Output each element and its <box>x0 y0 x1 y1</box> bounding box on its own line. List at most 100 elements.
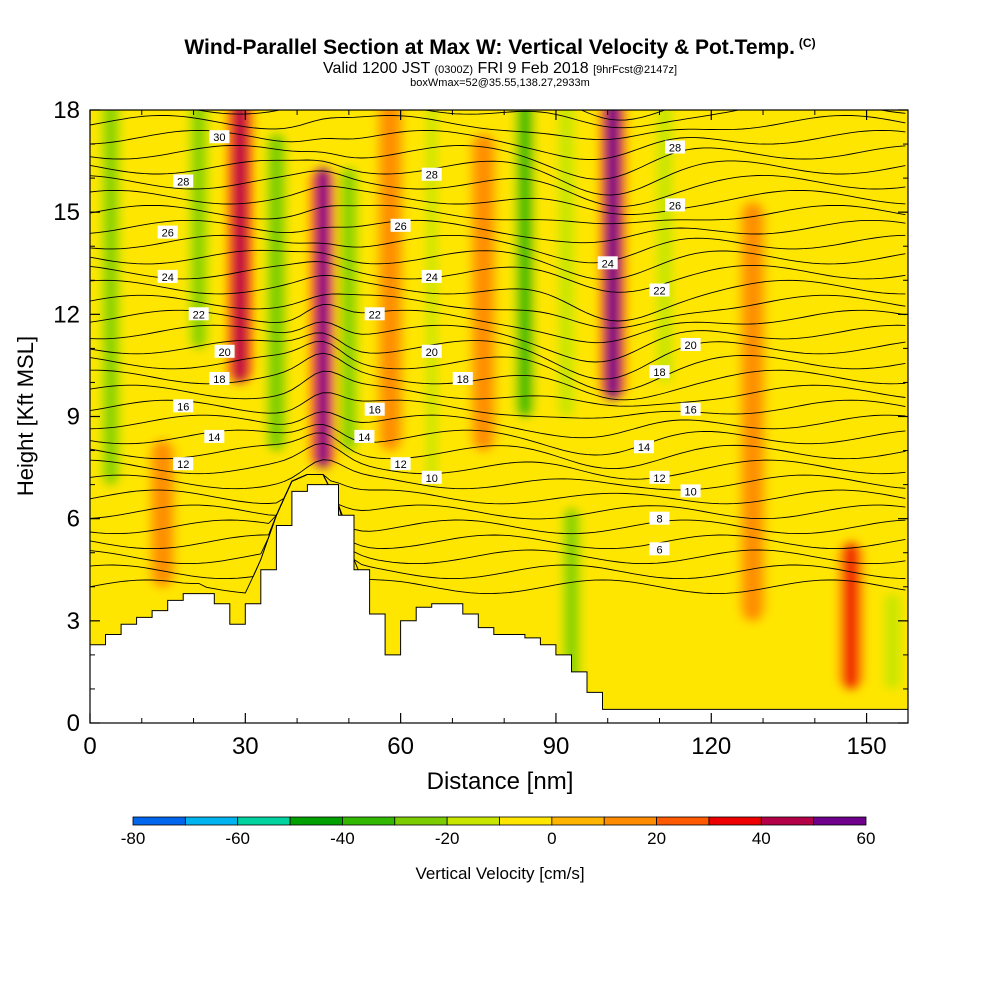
colorbar-segment <box>446 816 500 826</box>
contour-label-text: 14 <box>208 432 220 444</box>
theta-contour-31 <box>90 115 906 141</box>
contour-label-bg <box>680 484 701 498</box>
contour-label-14: 20 <box>421 344 442 359</box>
theta-contour-26 <box>90 185 906 215</box>
contour-label-bg <box>209 372 230 385</box>
theta-contour-29 <box>90 144 906 180</box>
colorbar-segment <box>237 816 291 826</box>
theta-contour-20 <box>90 274 906 322</box>
contour-label-text: 28 <box>426 170 438 182</box>
contour-label-bg <box>665 140 685 154</box>
contour-label-bg <box>680 402 701 416</box>
contour-labels: 30 28 26 24 22 20 18 16 14 12 28 26 24 22 20 18 16 14 12 10… <box>157 130 701 556</box>
contour-label-text: 8 <box>656 514 662 526</box>
w-streak-9-3 <box>477 134 489 451</box>
w-streak-4-3 <box>270 134 282 451</box>
contour-label-bg <box>364 307 385 321</box>
x-axis-label: Distance [nm] <box>427 768 574 795</box>
chart-title: Wind-Parallel Section at Max W: Vertical… <box>184 36 816 59</box>
theta-contour-16 <box>90 332 906 380</box>
contour-label-bg <box>421 344 442 358</box>
contour-label-20: 28 <box>665 140 685 155</box>
contour-label-text: 18 <box>213 374 225 386</box>
contour-label-0: 30 <box>209 130 230 144</box>
contour-label-10: 28 <box>421 167 442 182</box>
w-streak-11-3 <box>560 110 572 417</box>
contour-label-text: 16 <box>684 405 696 417</box>
contour-label-text: 20 <box>218 347 230 359</box>
contour-label-bg <box>649 365 670 379</box>
colorbar-segment <box>551 816 605 826</box>
contour-label-5: 20 <box>214 344 235 359</box>
y-tick-label: 18 <box>53 97 80 124</box>
theta-contour-22 <box>90 249 906 280</box>
theta-contour-21 <box>90 261 906 293</box>
contour-label-text: 22 <box>653 286 665 298</box>
theta-contour-28 <box>90 159 906 196</box>
colorbar-tick-label: 60 <box>857 829 876 848</box>
y-tick-label: 12 <box>53 301 80 328</box>
contour-label-21: 26 <box>665 198 685 212</box>
contour-label-text: 10 <box>684 486 696 498</box>
colorbar-label: Vertical Velocity [cm/s] <box>415 864 585 883</box>
contour-label-bg <box>173 174 194 188</box>
x-tick-label: 30 <box>232 733 259 760</box>
theta-contour-1 <box>90 473 906 580</box>
contour-label-17: 14 <box>354 429 375 444</box>
colorbar-tick-label: 20 <box>647 829 666 848</box>
theta-contour-7 <box>90 459 906 491</box>
contour-label-24: 20 <box>680 338 701 352</box>
colorbar-tick-label: 0 <box>547 829 556 848</box>
contour-label-bg <box>634 440 654 454</box>
contour-label-text: 22 <box>369 309 381 321</box>
theta-contour-4 <box>90 473 906 535</box>
contour-label-bg <box>665 198 685 212</box>
theta-contour-6 <box>90 473 906 505</box>
theta-contour-12 <box>90 392 906 419</box>
colorbar-segment <box>184 816 239 826</box>
contour-label-text: 28 <box>669 143 681 155</box>
contour-label-bg <box>421 470 442 484</box>
colorbar-segment <box>603 816 657 826</box>
contour-label-bg <box>214 344 235 358</box>
contour-label-text: 20 <box>426 347 438 359</box>
contour-label-bg <box>390 218 411 232</box>
theta-contour-25 <box>90 204 906 225</box>
theta-contour-32 <box>195 110 906 129</box>
contour-label-4: 22 <box>188 307 209 321</box>
contour-label-text: 12 <box>177 459 189 471</box>
contour-label-19: 10 <box>421 470 442 485</box>
contour-label-18: 12 <box>390 457 411 471</box>
theta-contour-11 <box>90 411 906 439</box>
contour-label-text: 18 <box>653 367 665 379</box>
contour-label-bg <box>173 399 194 413</box>
contour-label-12: 24 <box>421 269 442 284</box>
contour-label-text: 18 <box>457 374 469 386</box>
contour-label-text: 14 <box>358 432 370 444</box>
theta-contour-15 <box>90 340 906 392</box>
contour-label-bg <box>452 372 473 385</box>
theta-contour-10 <box>90 423 906 456</box>
w-streak-17-3 <box>509 474 521 638</box>
contour-label-29: 10 <box>680 484 701 498</box>
contour-label-7: 16 <box>173 399 194 413</box>
copyright-mark: (C) <box>798 36 816 50</box>
contour-label-text: 6 <box>656 544 662 556</box>
y-axis-label: Height [Kft MSL] <box>13 336 38 496</box>
contour-label-bg <box>364 402 385 416</box>
contour-label-text: 28 <box>177 177 189 189</box>
contour-label-3: 24 <box>157 269 178 284</box>
contour-label-30: 8 <box>649 511 670 526</box>
contour-label-bg <box>680 338 701 351</box>
y-tick-label: 9 <box>67 404 80 431</box>
colorbar-segment <box>708 816 762 826</box>
contour-label-22: 24 <box>597 256 618 270</box>
contour-label-8: 14 <box>204 429 225 444</box>
contour-label-text: 20 <box>684 340 696 352</box>
y-tick-label: 3 <box>67 608 80 635</box>
theta-contours <box>90 110 906 595</box>
chart-box-info: boxWmax=52@35.55,138.27,2933m <box>410 77 590 89</box>
colorbar-tick-label: -60 <box>225 829 250 848</box>
contour-label-15: 18 <box>452 372 473 386</box>
x-tick-label: 120 <box>691 733 731 760</box>
